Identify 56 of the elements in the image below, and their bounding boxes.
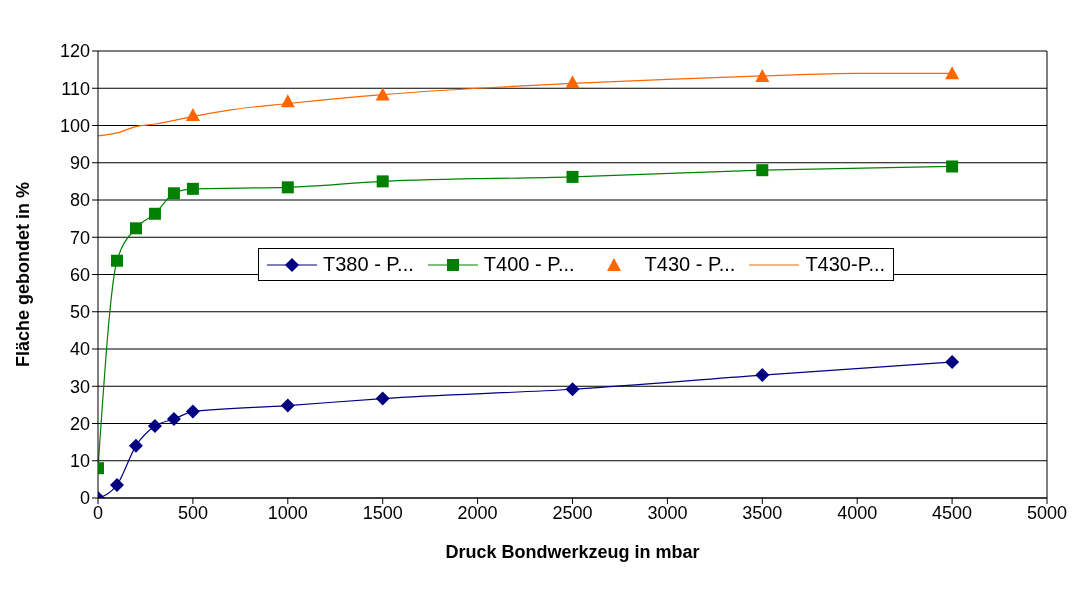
legend-label: T380 - P... [323,253,414,276]
y-tick-label: 80 [69,190,90,211]
x-tick-label: 3000 [647,502,688,523]
legend-label: T400 - P... [483,253,575,276]
y-tick-label: 60 [69,264,90,285]
legend-label: T430 - P... [644,253,736,276]
point [376,175,389,188]
point [147,419,162,434]
point [186,182,199,195]
y-axis-title: Fläche gebondet in % [13,181,34,368]
x-axis-title: Druck Bondwerkzeug in mbar [445,542,700,562]
point [756,164,769,177]
x-tick-label: 1000 [267,502,308,523]
y-tick-label: 110 [61,78,90,99]
x-tick-label: 2500 [552,502,593,523]
y-tick-label: 0 [79,488,90,509]
point [185,404,200,419]
y-tick-label: 40 [69,339,90,360]
point [109,477,124,492]
point [128,438,143,453]
x-tick-label: 3500 [742,502,783,523]
point [755,368,770,383]
y-tick-label: 10 [69,451,90,472]
point [281,181,294,194]
x-tick-label: 5000 [1026,502,1068,523]
x-tick-label: 0 [92,502,104,523]
point [375,391,390,406]
point [110,254,123,267]
y-tick-label: 20 [69,413,90,434]
x-tick-label: 1500 [362,502,403,523]
point [565,382,580,397]
point [566,170,579,183]
x-tick-label: 4500 [932,502,973,523]
point [167,187,180,200]
y-tick-label: 50 [69,302,90,323]
point [185,108,200,122]
y-tick-label: 70 [69,227,90,248]
point [129,222,142,235]
point [946,160,959,173]
point [280,94,295,108]
point [945,355,960,370]
point [755,68,770,82]
point [148,207,161,220]
point [945,66,960,80]
legend-label: T430-P... [805,253,886,276]
point [565,75,580,89]
x-tick-label: 500 [177,502,208,523]
y-tick-label: 120 [59,41,90,62]
y-tick-label: 100 [59,115,90,136]
point [280,398,295,413]
point [166,412,181,427]
y-tick-label: 90 [69,153,90,174]
y-tick-label: 30 [69,376,90,397]
x-tick-label: 2000 [457,502,498,523]
x-tick-label: 4000 [837,502,878,523]
point [375,87,390,101]
